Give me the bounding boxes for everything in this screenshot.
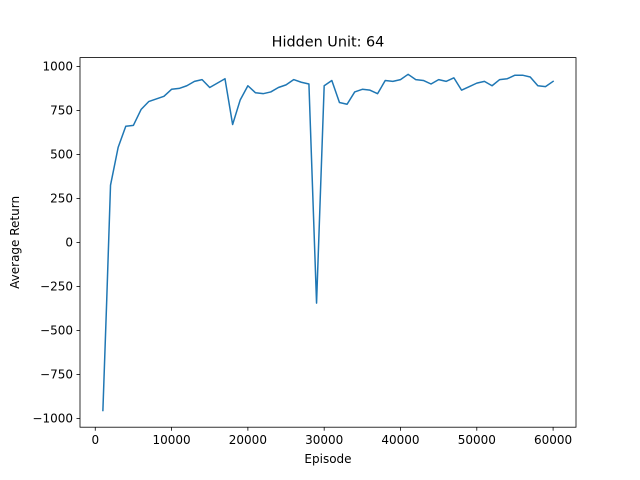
data-point bbox=[232, 124, 234, 126]
plot-area bbox=[102, 73, 555, 412]
data-point bbox=[446, 81, 448, 83]
data-point bbox=[133, 125, 135, 127]
x-tick-label: 60000 bbox=[534, 433, 572, 447]
data-point bbox=[110, 184, 112, 186]
data-point bbox=[377, 93, 379, 95]
data-point bbox=[339, 102, 341, 104]
data-point bbox=[224, 78, 226, 80]
y-axis-title: Average Return bbox=[8, 196, 22, 289]
data-point bbox=[201, 79, 203, 81]
data-point bbox=[316, 302, 318, 304]
data-point bbox=[194, 81, 196, 83]
data-point bbox=[255, 92, 257, 94]
data-point bbox=[262, 93, 264, 95]
y-tick-label: −250 bbox=[40, 280, 73, 294]
data-point bbox=[331, 80, 333, 82]
data-point bbox=[529, 76, 531, 78]
ticks: 0 10000 20000 30000 40000 50000 60000−1000−750… bbox=[32, 60, 572, 448]
data-point bbox=[301, 81, 303, 83]
data-point bbox=[484, 81, 486, 83]
data-point bbox=[346, 103, 348, 105]
data-point bbox=[163, 96, 165, 98]
data-point bbox=[117, 147, 119, 149]
y-tick-label: 250 bbox=[50, 192, 73, 206]
x-axis-title: Episode bbox=[304, 452, 351, 466]
data-point bbox=[545, 86, 547, 88]
data-point bbox=[278, 87, 280, 89]
data-point bbox=[369, 89, 371, 91]
series-line bbox=[102, 73, 555, 412]
data-point bbox=[430, 83, 432, 85]
data-point bbox=[468, 86, 470, 88]
data-point bbox=[400, 79, 402, 81]
data-point bbox=[308, 83, 310, 85]
data-point bbox=[293, 79, 295, 81]
data-point bbox=[323, 85, 325, 87]
x-tick-label: 40000 bbox=[381, 433, 419, 447]
data-point bbox=[209, 87, 211, 89]
data-point bbox=[453, 77, 455, 79]
x-tick-label: 0 bbox=[91, 433, 99, 447]
x-tick-label: 30000 bbox=[305, 433, 343, 447]
data-point bbox=[491, 85, 493, 87]
data-point bbox=[148, 101, 150, 103]
data-point bbox=[438, 79, 440, 81]
data-point bbox=[285, 84, 287, 86]
y-tick-label: −750 bbox=[40, 368, 73, 382]
data-point bbox=[140, 109, 142, 111]
data-point bbox=[476, 82, 478, 84]
y-tick-label: 0 bbox=[65, 236, 73, 250]
data-point bbox=[392, 81, 394, 83]
y-tick-label: −500 bbox=[40, 324, 73, 338]
x-tick-label: 10000 bbox=[152, 433, 190, 447]
data-point bbox=[171, 89, 173, 91]
y-tick-label: 1000 bbox=[42, 60, 73, 74]
x-tick-label: 20000 bbox=[229, 433, 267, 447]
data-point bbox=[247, 85, 249, 87]
data-point bbox=[362, 89, 364, 91]
data-point bbox=[407, 74, 409, 76]
data-point bbox=[186, 85, 188, 87]
data-point bbox=[270, 91, 272, 93]
data-point bbox=[217, 82, 219, 84]
data-point bbox=[178, 88, 180, 90]
data-point bbox=[552, 81, 554, 83]
data-point bbox=[384, 80, 386, 82]
y-tick-label: −1000 bbox=[32, 412, 73, 426]
data-point bbox=[106, 300, 108, 302]
data-point bbox=[239, 99, 241, 101]
axes-frame bbox=[79, 57, 577, 428]
data-point bbox=[537, 85, 539, 87]
data-point bbox=[499, 79, 501, 81]
y-tick-label: 750 bbox=[50, 104, 73, 118]
data-point bbox=[354, 91, 356, 93]
data-point bbox=[507, 78, 509, 80]
chart-title: Hidden Unit: 64 bbox=[272, 35, 385, 51]
data-point bbox=[156, 98, 158, 100]
y-tick-label: 500 bbox=[50, 148, 73, 162]
data-point bbox=[514, 74, 516, 76]
data-point bbox=[415, 79, 417, 81]
data-point bbox=[423, 80, 425, 82]
data-point bbox=[102, 410, 104, 412]
x-tick-label: 50000 bbox=[458, 433, 496, 447]
data-point bbox=[125, 125, 127, 127]
data-point bbox=[522, 74, 524, 76]
data-point bbox=[461, 89, 463, 91]
